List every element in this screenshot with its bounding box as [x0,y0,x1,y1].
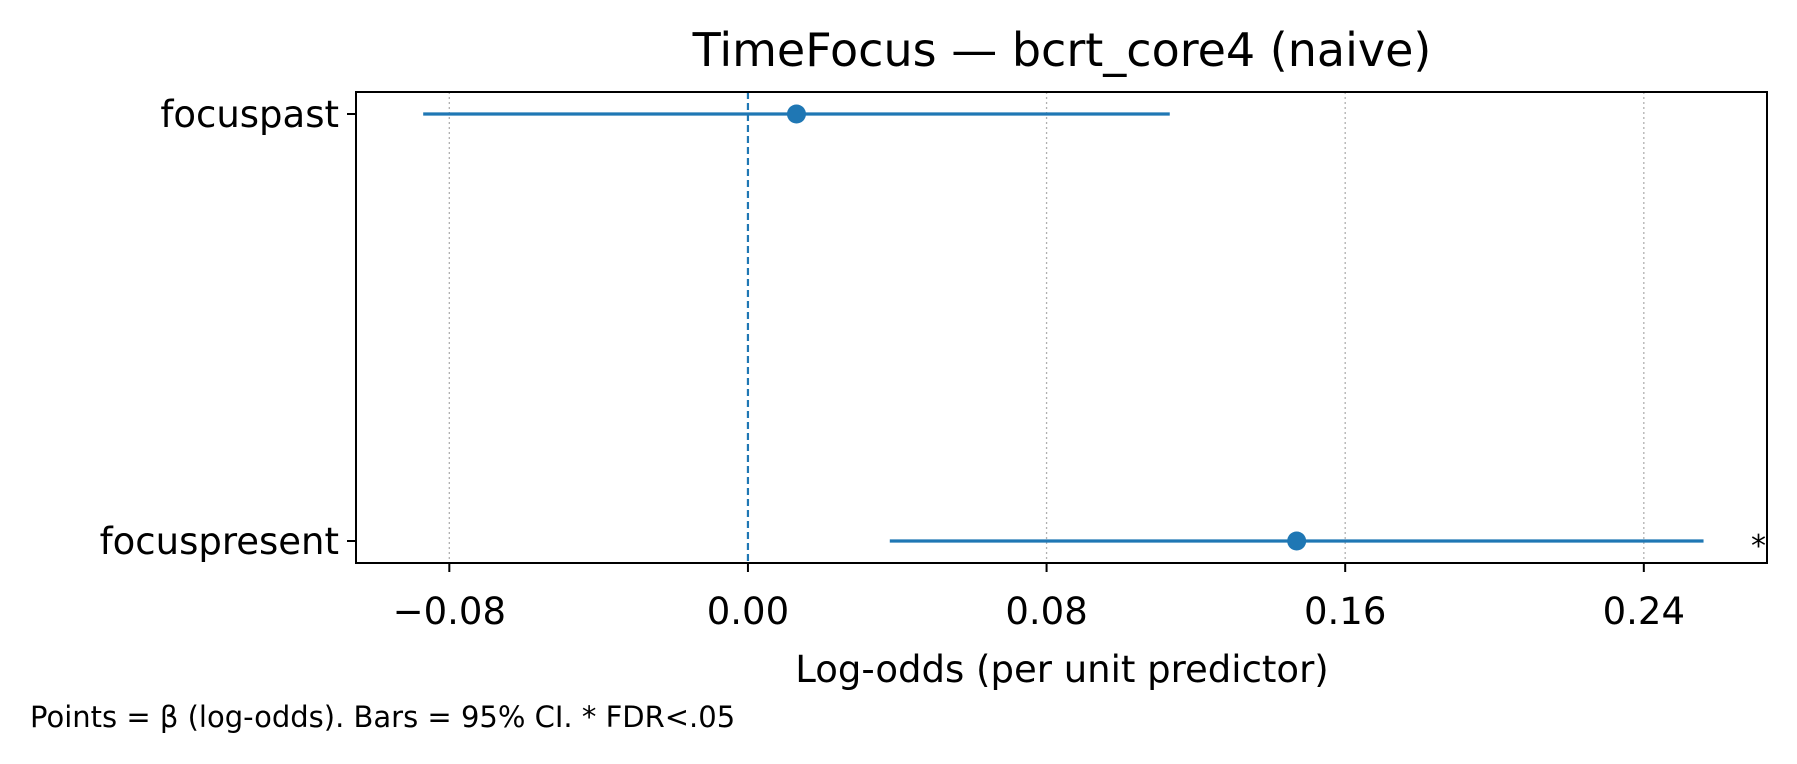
chart-caption: Points = β (log-odds). Bars = 95% CI. * … [30,700,735,734]
x-tick-label: 0.08 [1005,590,1087,633]
x-tick-label: 0.16 [1304,590,1386,633]
estimate-point [1287,531,1307,551]
x-tick-label: 0.00 [707,590,789,633]
x-axis-label: Log-odds (per unit predictor) [795,648,1328,691]
y-axis-ticks: focuspast focuspresent [100,93,356,563]
estimate-point [786,104,806,124]
chart-title: TimeFocus — bcrt_core4 (naive) [692,23,1432,77]
x-tick-label: 0.24 [1603,590,1685,633]
grid-lines [448,92,1645,563]
plot-frame [355,91,1768,564]
y-tick-label: focuspresent [100,520,339,563]
confidence-intervals [423,112,1704,543]
estimate-points [786,104,1307,551]
x-axis-ticks: −0.08 0.00 0.08 0.16 0.24 [393,563,1685,633]
significance-markers: * [1751,529,1766,564]
y-tick-label: focuspast [160,93,339,136]
significance-star: * [1751,529,1766,564]
x-tick-label: −0.08 [393,590,506,633]
